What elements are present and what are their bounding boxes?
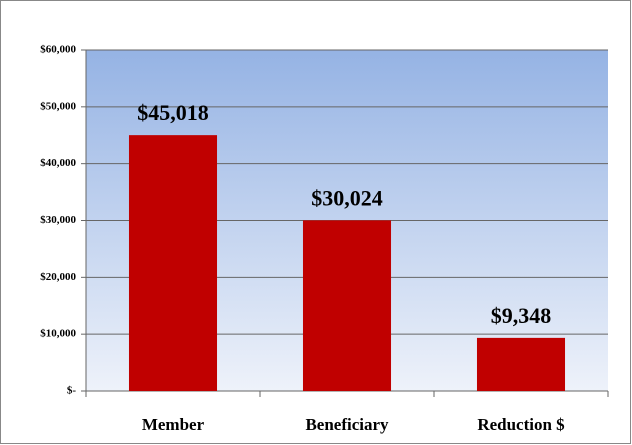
y-tick-label: $10,000 [40,328,76,340]
value-label: $9,348 [491,303,552,328]
x-tick-label: Reduction $ [477,415,565,434]
x-tick-label: Member [142,415,205,434]
bar [302,220,392,391]
bar [476,337,566,391]
value-label: $45,018 [137,100,209,125]
y-tick-label: $20,000 [40,271,76,283]
bar [128,135,218,391]
value-label: $30,024 [311,185,383,210]
y-tick-label: $60,000 [40,44,76,56]
y-tick-label: $30,000 [40,214,76,226]
y-tick-label: $40,000 [40,157,76,169]
x-tick-label: Beneficiary [305,415,389,434]
y-tick-label: $- [67,385,77,397]
y-tick-label: $50,000 [40,100,76,112]
